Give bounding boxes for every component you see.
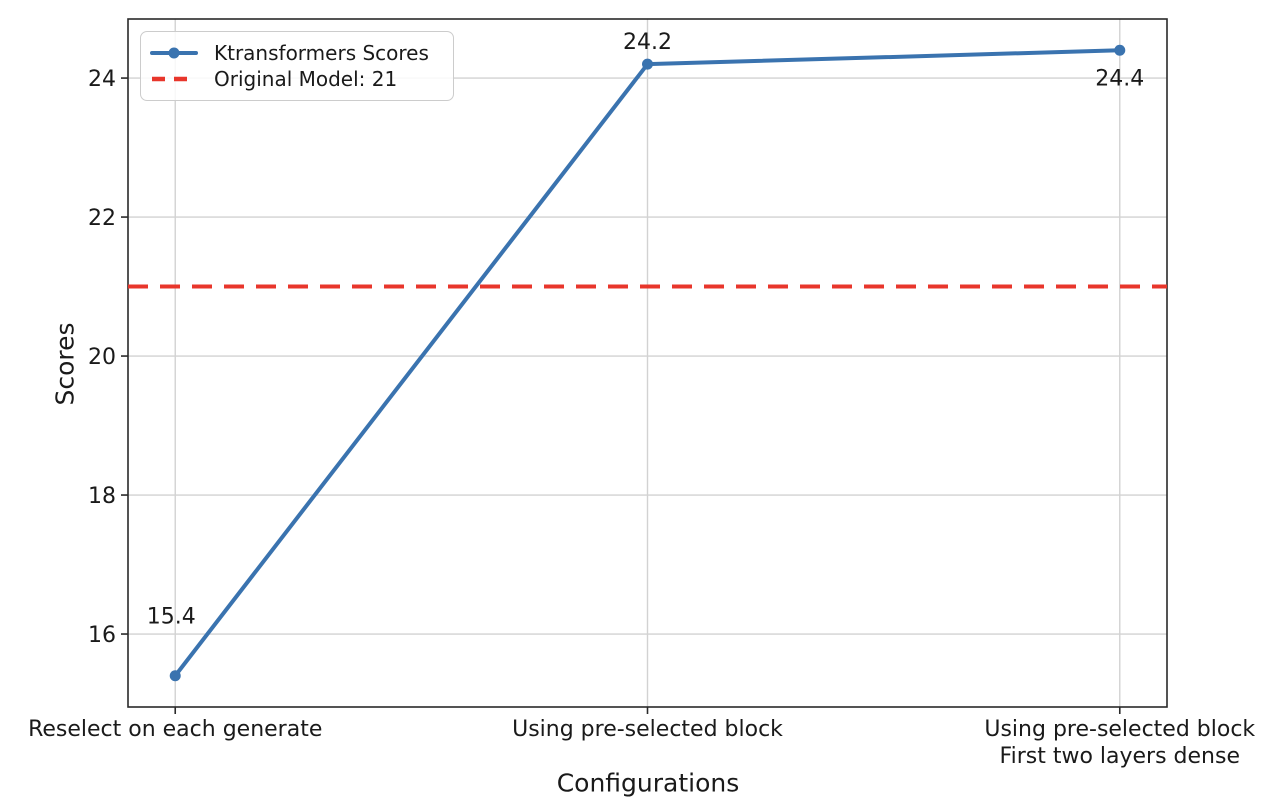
x-tick-label: Using pre-selected block First two layers… <box>984 717 1255 769</box>
point-label: 15.4 <box>147 605 196 630</box>
y-tick-label: 22 <box>88 206 116 231</box>
data-point-marker <box>642 58 653 70</box>
x-tick-label: Reselect on each generate <box>28 717 322 742</box>
x-axis-label: Configurations <box>556 768 740 798</box>
y-tick-label: 24 <box>88 67 116 92</box>
point-label: 24.2 <box>623 30 672 55</box>
legend-label-series: Ktransformers Scores <box>214 41 429 65</box>
y-axis-label: Scores <box>50 322 80 406</box>
point-label: 24.4 <box>1095 66 1144 91</box>
legend-dashed-line-sample <box>152 76 196 82</box>
legend-item-original-model: Original Model: 21 <box>149 69 443 89</box>
y-tick-label: 16 <box>88 623 116 648</box>
legend: Ktransformers Scores Original Model: 21 <box>140 31 454 101</box>
data-point-marker <box>169 670 181 682</box>
legend-label-reference: Original Model: 21 <box>214 67 398 91</box>
legend-line-marker-sample <box>150 47 198 59</box>
y-tick-label: 20 <box>88 345 116 370</box>
data-point-marker <box>1114 44 1126 56</box>
y-tick-label: 18 <box>88 484 116 509</box>
x-tick-label: Using pre-selected block <box>512 717 783 742</box>
legend-item-ktransformers-scores: Ktransformers Scores <box>149 43 443 63</box>
